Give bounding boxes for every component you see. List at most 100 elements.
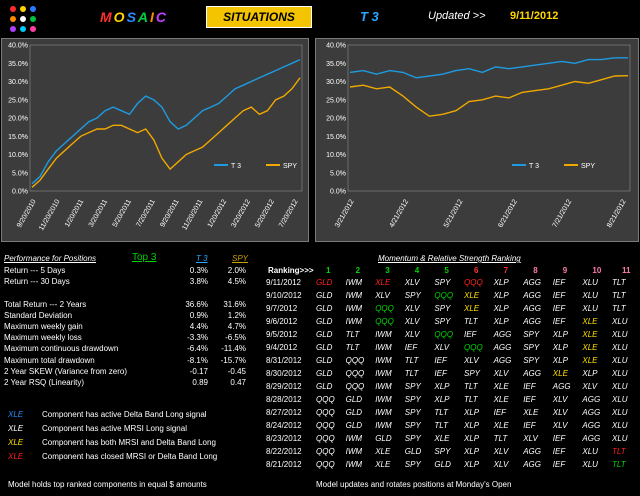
ranked-ticker: XLP xyxy=(464,434,480,443)
ranked-ticker: IEF xyxy=(434,369,447,378)
ranked-ticker: AGG xyxy=(523,304,541,313)
two-year-chart: 40.0% 35.0% 30.0% 25.0% 20.0% 15.0% 10.0% 5.0% 0… xyxy=(1,38,309,242)
ranked-ticker: SPY xyxy=(404,421,421,430)
metric-t3-value: 3.8% xyxy=(189,277,208,287)
ranked-ticker: SPY xyxy=(434,304,451,313)
ranked-ticker: QQQ xyxy=(345,369,365,378)
ranked-ticker: TLT xyxy=(404,356,419,365)
ranked-ticker: TLT xyxy=(404,369,419,378)
ranked-ticker: SPY xyxy=(523,356,540,365)
updated-date: 9/11/2012 xyxy=(510,10,559,22)
ranked-ticker: IEF xyxy=(552,434,566,443)
ranked-ticker: XLE xyxy=(552,369,568,378)
y-tick-label: 0.0% xyxy=(330,189,346,196)
ranked-ticker: XLV xyxy=(552,395,568,404)
signal-description: Component has both MRSI and Delta Band L… xyxy=(42,438,216,447)
top-label: Top 3 xyxy=(132,252,157,263)
ranked-ticker: IWM xyxy=(375,369,392,378)
ranked-ticker: TLT xyxy=(434,408,449,417)
ranked-ticker: SPY xyxy=(434,278,451,287)
metric-spy-value: -0.45 xyxy=(227,366,246,376)
ranked-ticker: SPY xyxy=(434,317,451,326)
ranked-ticker: TLT xyxy=(612,291,626,300)
ranked-ticker: XLE xyxy=(582,330,598,339)
ranked-ticker: IWM xyxy=(345,291,363,300)
plot-area xyxy=(29,44,303,192)
ranked-ticker: AGG xyxy=(523,460,541,469)
ranked-ticker: XLE xyxy=(375,278,391,287)
ranked-ticker: IWM xyxy=(375,421,392,430)
ranked-ticker: XLU xyxy=(612,343,628,352)
ranked-ticker: AGG xyxy=(493,356,512,365)
ranked-ticker: XLE xyxy=(434,434,450,443)
updated-label: Updated >> xyxy=(428,10,486,22)
y-tick-label: 10.0% xyxy=(326,152,346,159)
metric-label: Total Return --- 2 Years xyxy=(4,299,87,309)
ranked-ticker: XLP xyxy=(493,291,509,300)
ranked-ticker: GLD xyxy=(316,343,333,352)
ranking-date: 8/22/2012 xyxy=(266,447,302,456)
ranked-ticker: TLT xyxy=(464,317,478,326)
ranked-ticker: XLP xyxy=(493,304,509,313)
ranked-ticker: SPY xyxy=(464,369,481,378)
x-tick-label: 6/21/2012 xyxy=(497,198,519,229)
ranking-date: 9/10/2012 xyxy=(266,291,302,300)
ranked-ticker: QQQ xyxy=(316,421,335,430)
ranked-ticker: XLP xyxy=(552,330,568,339)
ranked-ticker: IEF xyxy=(552,304,566,313)
ranked-ticker: QQQ xyxy=(345,382,365,391)
ranked-ticker: XLU xyxy=(582,447,598,456)
portfolio-title: T 3 xyxy=(360,9,379,24)
ranked-ticker: XLP xyxy=(464,408,480,417)
metric-t3-value: 0.3% xyxy=(189,266,208,275)
series-line-spy xyxy=(349,75,629,117)
ranking-date: 8/23/2012 xyxy=(266,434,302,443)
x-tick-label: 1/20/2012 xyxy=(207,198,229,229)
ranked-ticker: TLT xyxy=(464,382,478,391)
metric-label: Return --- 5 Days xyxy=(4,266,66,275)
ranked-ticker: IEF xyxy=(523,382,536,391)
ranked-ticker: XLU xyxy=(612,382,628,391)
rank-column-number: 10 xyxy=(592,266,602,275)
y-tick-label: 0.0% xyxy=(12,189,28,196)
ranked-ticker: XLP xyxy=(493,278,509,287)
ranked-ticker: SPY xyxy=(523,343,540,352)
y-tick-label: 30.0% xyxy=(326,79,346,86)
ranked-ticker: AGG xyxy=(523,369,541,378)
y-tick-label: 40.0% xyxy=(8,43,28,50)
ranked-ticker: XLV xyxy=(493,369,509,378)
ranking-date: 9/11/2012 xyxy=(266,278,301,287)
ranked-ticker: IEF xyxy=(464,330,477,339)
ranked-ticker: XLU xyxy=(612,369,628,378)
metric-spy-value: 2.0% xyxy=(227,266,246,275)
rank-column-number: 5 xyxy=(444,266,449,275)
ranked-ticker: SPY xyxy=(523,330,540,339)
ranked-ticker: TLT xyxy=(493,434,508,443)
rank-column-number: 6 xyxy=(474,266,479,275)
situations-tab[interactable]: SITUATIONS xyxy=(206,6,312,28)
brand-title: MOSAIC xyxy=(100,9,169,25)
rank-column-number: 3 xyxy=(385,266,390,275)
signal-code: XLE xyxy=(8,452,24,461)
ranked-ticker: IWM xyxy=(345,317,363,326)
signal-description: Component has closed MRSI or Delta Band … xyxy=(42,452,218,461)
x-tick-label: 3/20/2012 xyxy=(230,198,252,229)
ranked-ticker: SPY xyxy=(434,447,451,456)
ranked-ticker: XLU xyxy=(612,421,628,430)
ranked-ticker: XLU xyxy=(612,408,628,417)
ranking-date: 9/7/2012 xyxy=(266,304,298,313)
metric-spy-value: 4.7% xyxy=(227,322,246,331)
ranked-ticker: TLT xyxy=(612,278,626,287)
ranked-ticker: XLE xyxy=(493,382,509,391)
ranked-ticker: GLD xyxy=(345,421,363,430)
ranked-ticker: AGG xyxy=(582,395,601,404)
signal-description: Component has active MRSI Long signal xyxy=(42,424,187,433)
ranked-ticker: XLP xyxy=(464,447,480,456)
ranked-ticker: IEF xyxy=(523,395,536,404)
y-tick-label: 5.0% xyxy=(330,170,346,177)
ranked-ticker: XLU xyxy=(582,278,598,287)
ranked-ticker: XLP xyxy=(552,356,568,365)
ranked-ticker: IEF xyxy=(552,447,566,456)
ranked-ticker: SPY xyxy=(404,291,421,300)
metric-t3-value: -6.4% xyxy=(187,344,208,354)
